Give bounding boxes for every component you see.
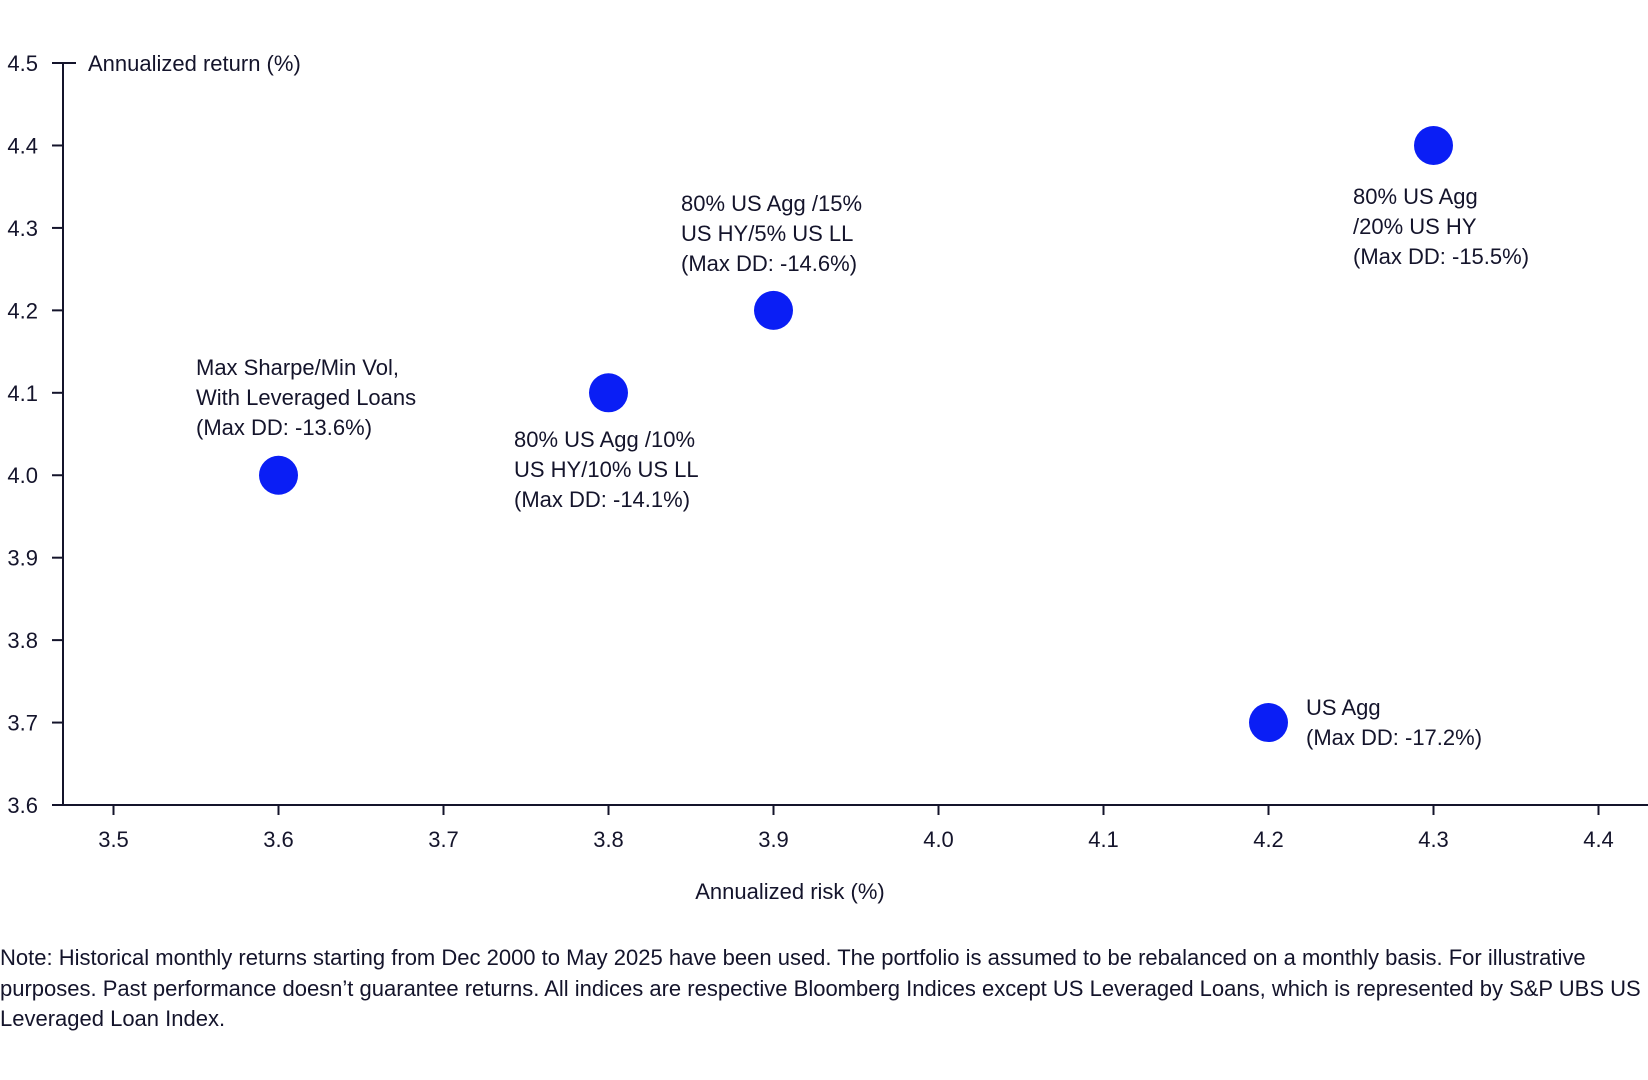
x-tick-label: 3.7 bbox=[428, 827, 459, 852]
y-axis-title: Annualized return (%) bbox=[88, 51, 301, 76]
x-tick-label: 4.4 bbox=[1583, 827, 1614, 852]
y-tick-label: 3.7 bbox=[7, 711, 38, 736]
data-point bbox=[589, 373, 628, 413]
x-tick-label: 4.1 bbox=[1088, 827, 1119, 852]
y-tick-label: 4.1 bbox=[7, 381, 38, 406]
data-point-label: US Agg (Max DD: -17.2%) bbox=[1306, 695, 1483, 750]
chart-note: Note: Historical monthly returns startin… bbox=[0, 945, 1641, 1031]
y-tick-label: 4.4 bbox=[7, 133, 38, 158]
data-point-label: 80% US Agg /15% US HY/5% US LL (Max DD: … bbox=[681, 191, 863, 276]
x-axis-title: Annualized risk (%) bbox=[695, 879, 885, 904]
x-tick-label: 3.5 bbox=[98, 827, 129, 852]
y-tick-label: 4.5 bbox=[7, 51, 38, 76]
data-point bbox=[754, 290, 793, 330]
x-tick-label: 4.2 bbox=[1253, 827, 1284, 852]
y-tick-label: 3.9 bbox=[7, 546, 38, 571]
x-tick-label: 4.3 bbox=[1418, 827, 1449, 852]
x-tick-label: 4.0 bbox=[923, 827, 954, 852]
x-tick-label: 3.8 bbox=[593, 827, 624, 852]
y-tick-label: 4.3 bbox=[7, 216, 38, 241]
data-point-label: Max Sharpe/Min Vol, With Leveraged Loans… bbox=[196, 355, 417, 440]
data-point bbox=[259, 455, 298, 495]
y-tick-label: 3.6 bbox=[7, 793, 38, 818]
y-tick-label: 3.8 bbox=[7, 628, 38, 653]
data-point-label: 80% US Agg /20% US HY (Max DD: -15.5%) bbox=[1353, 184, 1530, 269]
x-tick-label: 3.6 bbox=[263, 827, 294, 852]
data-point bbox=[1414, 125, 1453, 165]
data-point-label: 80% US Agg /10% US HY/10% US LL (Max DD:… bbox=[514, 427, 699, 512]
y-tick-label: 4.0 bbox=[7, 463, 38, 488]
data-point bbox=[1249, 703, 1288, 743]
x-tick-label: 3.9 bbox=[758, 827, 789, 852]
y-tick-label: 4.2 bbox=[7, 298, 38, 323]
